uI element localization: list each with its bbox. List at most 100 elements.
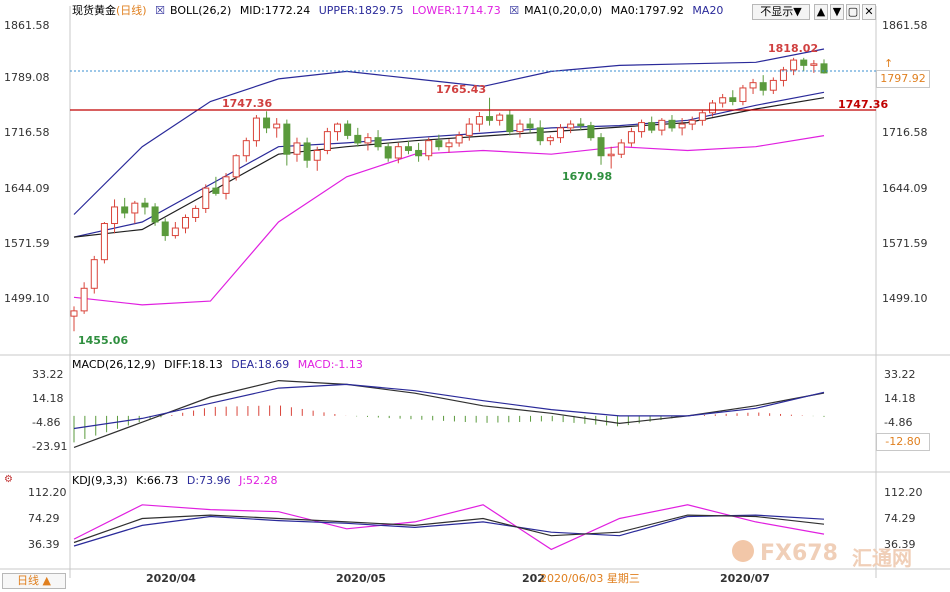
- candle-body: [445, 142, 453, 148]
- candle-body: [222, 176, 230, 194]
- up-arrow-icon: ↑: [884, 57, 893, 70]
- candle-body: [192, 207, 200, 218]
- candle-body: [465, 123, 473, 136]
- kdj-d: D:73.96: [186, 474, 231, 487]
- candle-body: [374, 137, 382, 148]
- boll-lower: LOWER:1714.73: [412, 4, 501, 17]
- kdj-name: KDJ(9,3,3): [72, 474, 128, 487]
- kdj-j-line: [73, 504, 825, 551]
- hide-indicators-button[interactable]: 不显示▼: [752, 4, 810, 20]
- candle-body: [70, 310, 78, 317]
- ma0-value: MA0:1797.92: [610, 4, 684, 17]
- candle-body: [425, 140, 433, 157]
- y-tick-label: 1789.08: [4, 71, 50, 84]
- period-tag: (日线): [116, 4, 147, 17]
- main-header: 现货黄金(日线) ☒ BOLL(26,2) MID:1772.24 UPPER:1…: [72, 4, 728, 18]
- candle-body: [181, 216, 189, 229]
- kdj-d-line: [73, 514, 825, 547]
- kdj-k: K:66.73: [136, 474, 179, 487]
- watermark-text: FX678: [760, 541, 838, 566]
- y-tick-label-right: 1644.09: [882, 182, 928, 195]
- candle-body: [719, 97, 727, 104]
- candle-body: [323, 131, 331, 151]
- candle-body: [293, 142, 301, 155]
- candle-body: [263, 117, 271, 129]
- close-button[interactable]: ✕: [862, 4, 876, 20]
- candle-body: [100, 223, 108, 261]
- candle-body: [769, 79, 777, 91]
- macd-diff-line: [73, 379, 825, 448]
- kdj-y-tick: 36.39: [28, 538, 60, 551]
- annotation-high: 1818.02: [768, 42, 818, 55]
- candle-body: [90, 259, 98, 289]
- cursor-date-label: 2020/06/03 星期三: [540, 572, 640, 585]
- annotation-april-high: 1747.36: [222, 97, 272, 110]
- macd-y-tick: 33.22: [32, 368, 64, 381]
- candle-body: [678, 123, 686, 129]
- y-tick-label: 1716.58: [4, 126, 50, 139]
- candle-body: [354, 134, 362, 144]
- candle-body: [344, 123, 352, 136]
- ma-name: MA1(0,20,0,0): [524, 4, 603, 17]
- candle-body: [759, 82, 767, 91]
- candle-body: [567, 123, 575, 129]
- macd-y-tick-right: 14.18: [884, 392, 916, 405]
- candle-body: [607, 153, 615, 157]
- candle-body: [546, 137, 554, 142]
- macd-panel: [73, 379, 825, 448]
- boll-upper-line: [73, 48, 825, 215]
- candle-body: [556, 127, 564, 139]
- candle-body: [404, 146, 412, 151]
- candle-body: [698, 112, 706, 121]
- boll-checkbox-icon[interactable]: ☒: [155, 4, 165, 17]
- candle-body: [455, 134, 463, 144]
- resistance-label: 1747.36: [838, 98, 888, 111]
- candle-body: [435, 140, 443, 148]
- y-tick-label-right: 1716.58: [882, 126, 928, 139]
- macd-y-tick: -23.91: [32, 440, 67, 453]
- candle-body: [161, 221, 169, 237]
- candle-body: [415, 149, 423, 157]
- kdj-k-line: [73, 514, 825, 544]
- macd-diff: DIFF:18.13: [164, 358, 223, 371]
- candle-body: [536, 127, 544, 142]
- candle-body: [283, 123, 291, 155]
- candle-body: [739, 87, 747, 103]
- candle-body: [597, 137, 605, 157]
- candle-body: [729, 97, 737, 103]
- candle-body: [141, 202, 149, 208]
- watermark-logo-icon: [732, 540, 754, 562]
- candle-body: [617, 142, 625, 155]
- y-tick-label-right: 1861.58: [882, 19, 928, 32]
- settings-icon[interactable]: ⚙: [4, 474, 13, 485]
- arrow-up-button[interactable]: ▲: [814, 4, 828, 20]
- candle-body: [80, 287, 88, 312]
- candle-body: [475, 116, 483, 125]
- kdj-y-tick-right: 112.20: [884, 486, 923, 499]
- candle-body: [384, 146, 392, 159]
- macd-header: MACD(26,12,9) DIFF:18.13 DEA:18.69 MACD:…: [72, 358, 368, 372]
- candle-body: [121, 206, 129, 214]
- arrow-down-button[interactable]: ▼: [830, 4, 844, 20]
- candle-body: [526, 123, 534, 129]
- x-tick-label: 2020/07: [720, 572, 770, 585]
- x-tick-label: 2020/05: [336, 572, 386, 585]
- candlesticks: [70, 57, 828, 332]
- ma20-line: [73, 97, 825, 238]
- candle-body: [394, 146, 402, 159]
- candle-body: [658, 119, 666, 131]
- restore-button[interactable]: ▢: [846, 4, 860, 20]
- candle-body: [800, 59, 808, 66]
- macd-y-tick: -4.86: [32, 416, 60, 429]
- ma-checkbox-icon[interactable]: ☒: [509, 4, 520, 17]
- candle-body: [577, 123, 585, 127]
- period-select-button[interactable]: 日线 ▲: [2, 573, 66, 589]
- candle-body: [820, 63, 828, 74]
- boll-mid: MID:1772.24: [239, 4, 311, 17]
- candle-body: [202, 187, 210, 209]
- candle-body: [810, 63, 818, 66]
- macd-dea: DEA:18.69: [231, 358, 290, 371]
- kdj-y-tick: 74.29: [28, 512, 60, 525]
- candle-body: [627, 131, 635, 144]
